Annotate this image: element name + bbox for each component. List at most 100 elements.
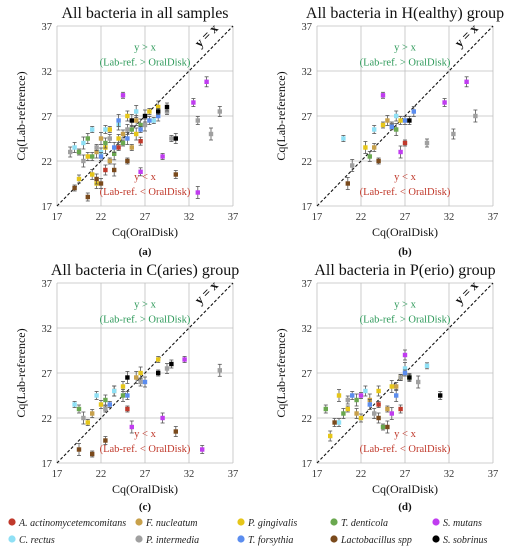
annotation-upper-detail: (Lab-ref. > OralDisk)	[360, 58, 451, 69]
data-point	[394, 393, 399, 398]
y-axis-label: Cq(Lab-reference)	[274, 328, 288, 417]
data-point	[125, 127, 130, 132]
x-tick-label: 17	[312, 469, 323, 480]
data-point	[407, 118, 412, 123]
data-point	[134, 375, 139, 380]
annotation-lower: y < x	[134, 172, 156, 183]
x-tick-label: 37	[228, 212, 239, 223]
data-point	[363, 388, 368, 394]
data-point	[363, 145, 368, 150]
data-point	[407, 375, 412, 380]
data-point	[438, 393, 443, 398]
data-point	[94, 176, 99, 182]
data-point	[138, 139, 143, 144]
x-tick-label: 22	[96, 212, 107, 223]
data-point	[398, 149, 403, 155]
data-point	[94, 149, 99, 155]
diagonal-line	[56, 282, 234, 464]
y-tick-label: 22	[302, 414, 313, 425]
diagonal-label: y = x	[191, 277, 221, 307]
data-point	[120, 140, 126, 146]
data-point	[116, 136, 121, 141]
annotation-upper: y > x	[134, 42, 156, 53]
legend: A. actinomycetemcomitans F. nucleatum P. g…	[8, 518, 488, 546]
legend-label: A. actinomycetemcomitans	[18, 518, 126, 529]
x-tick-label: 22	[96, 469, 107, 480]
panel-letter: (c)	[139, 501, 152, 513]
data-point	[134, 109, 139, 114]
annotation-upper-detail: (Lab-ref. > OralDisk)	[100, 315, 191, 326]
annotation-upper: y > x	[394, 42, 416, 53]
data-point	[90, 172, 95, 177]
data-point	[125, 158, 130, 164]
legend-label: S. mutans	[443, 518, 482, 529]
chart-title: All bacteria in H(ealthy) group	[306, 5, 504, 22]
data-point	[451, 131, 456, 137]
annotation-lower-detail: (Lab-ref. < OralDisk)	[100, 444, 191, 455]
data-point	[138, 169, 143, 174]
y-tick-label: 17	[42, 202, 53, 213]
x-tick-label: 37	[488, 469, 499, 480]
chart-title: All bacteria in all samples	[61, 5, 228, 22]
data-point	[354, 411, 359, 416]
y-tick-label: 22	[302, 157, 313, 168]
data-point	[94, 145, 99, 150]
data-point	[94, 393, 99, 398]
legend-label: C. rectus	[19, 535, 55, 546]
data-point	[169, 136, 174, 141]
data-point	[424, 140, 430, 146]
annotation-lower-detail: (Lab-ref. < OralDisk)	[360, 444, 451, 455]
data-point	[204, 79, 209, 84]
x-tick-label: 27	[140, 469, 151, 480]
data-point	[98, 136, 104, 141]
data-point	[134, 118, 139, 123]
data-point	[120, 131, 126, 137]
x-tick-label: 32	[184, 469, 195, 480]
annotation-lower: y < x	[394, 429, 416, 440]
data-point	[76, 447, 82, 452]
legend-label: P. intermedia	[145, 535, 199, 546]
legend-marker	[8, 535, 16, 543]
y-tick-label: 37	[302, 279, 313, 290]
y-axis-label: Cq(Lab-reference)	[14, 71, 28, 160]
data-point	[173, 136, 178, 141]
diagonal-label: y = x	[451, 20, 481, 50]
data-point	[85, 420, 90, 425]
x-tick-label: 27	[400, 212, 411, 223]
data-point	[90, 451, 95, 457]
data-point	[85, 136, 90, 141]
data-point	[398, 118, 403, 123]
data-point	[394, 384, 399, 389]
data-point	[195, 118, 200, 123]
data-point	[125, 136, 130, 141]
y-tick-label: 32	[42, 67, 53, 78]
data-point	[376, 415, 381, 421]
data-point	[164, 104, 170, 110]
x-tick-label: 37	[488, 212, 499, 223]
data-point	[385, 424, 390, 430]
y-tick-label: 27	[302, 369, 313, 380]
data-point	[129, 118, 134, 123]
data-point	[398, 375, 403, 380]
data-point	[156, 357, 161, 362]
y-tick-label: 27	[42, 112, 53, 123]
data-point	[147, 118, 152, 123]
y-tick-label: 27	[302, 112, 313, 123]
data-point	[473, 113, 478, 119]
legend-marker	[8, 518, 16, 526]
data-point	[394, 127, 399, 132]
data-point	[332, 420, 337, 425]
data-point	[372, 145, 377, 150]
data-point	[142, 113, 148, 119]
data-point	[125, 113, 130, 119]
data-point	[134, 131, 139, 137]
data-point	[147, 109, 152, 114]
data-point	[164, 366, 170, 371]
data-point	[107, 127, 112, 132]
data-point	[323, 406, 328, 412]
data-point	[182, 357, 187, 362]
data-point	[90, 411, 95, 416]
x-tick-label: 22	[356, 469, 367, 480]
data-point	[358, 393, 364, 398]
